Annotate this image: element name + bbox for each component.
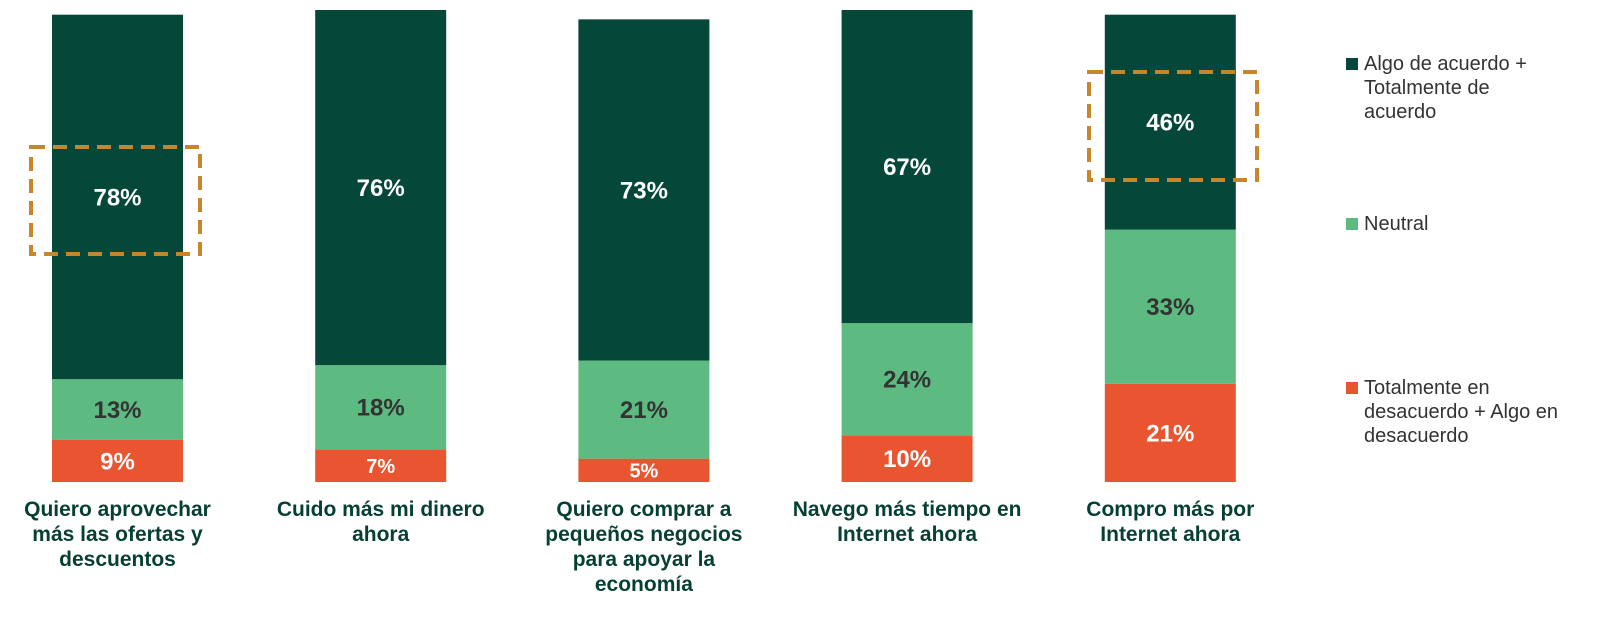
bar-segment xyxy=(315,10,447,366)
legend-swatch xyxy=(1346,382,1358,394)
category-label: Quiero comprar a pequeños negocios para … xyxy=(545,498,743,596)
category-label: Navego más tiempo en Internet ahora xyxy=(792,498,1022,546)
data-label: 33% xyxy=(1146,294,1194,321)
legend-label: Algo de acuerdo + Totalmente de acuerdo xyxy=(1364,53,1527,123)
bar-segment xyxy=(841,435,973,482)
legend-label: Neutral xyxy=(1364,213,1429,235)
bar-segment xyxy=(578,360,710,459)
category-label: Quiero aprovechar más las ofertas y desc… xyxy=(24,498,211,571)
category-label: Cuido más mi dinero ahora xyxy=(276,498,485,546)
bar-segment xyxy=(52,14,183,380)
data-label: 21% xyxy=(1146,420,1194,447)
bar-segment xyxy=(315,365,447,450)
category-label: Compro más por Internet ahora xyxy=(1086,498,1255,546)
legend-item: Neutral xyxy=(1346,212,1596,236)
bar-segment xyxy=(1104,229,1236,384)
bar-segment xyxy=(1104,383,1236,482)
bar-segment xyxy=(52,379,183,440)
data-label: 7% xyxy=(366,456,395,478)
legend-swatch xyxy=(1346,58,1358,70)
data-label: 67% xyxy=(883,154,931,181)
data-label: 46% xyxy=(1146,110,1194,137)
data-label: 24% xyxy=(883,367,931,394)
data-label: 21% xyxy=(620,397,668,424)
bar-segment xyxy=(578,19,710,361)
data-label: 9% xyxy=(100,448,135,475)
legend-item: Algo de acuerdo + Totalmente de acuerdo xyxy=(1346,52,1596,124)
data-label: 13% xyxy=(93,397,141,424)
highlight-box xyxy=(29,145,202,256)
bar-segment xyxy=(1104,14,1236,230)
legend-item: Totalmente en desacuerdo + Algo en desac… xyxy=(1346,376,1596,448)
legend-label: Totalmente en desacuerdo + Algo en desac… xyxy=(1364,377,1559,447)
legend-swatch xyxy=(1346,218,1358,230)
bar-segment xyxy=(52,439,183,482)
highlight-box xyxy=(1087,70,1259,182)
data-label: 18% xyxy=(357,395,405,422)
data-label: 10% xyxy=(883,446,931,473)
bar-segment xyxy=(578,458,710,482)
data-label: 5% xyxy=(629,461,658,483)
bar-segment xyxy=(841,10,973,324)
data-label: 73% xyxy=(620,177,668,204)
data-label: 78% xyxy=(93,184,141,211)
bar-segment xyxy=(841,323,973,436)
data-label: 76% xyxy=(357,175,405,202)
bar-segment xyxy=(315,449,447,482)
